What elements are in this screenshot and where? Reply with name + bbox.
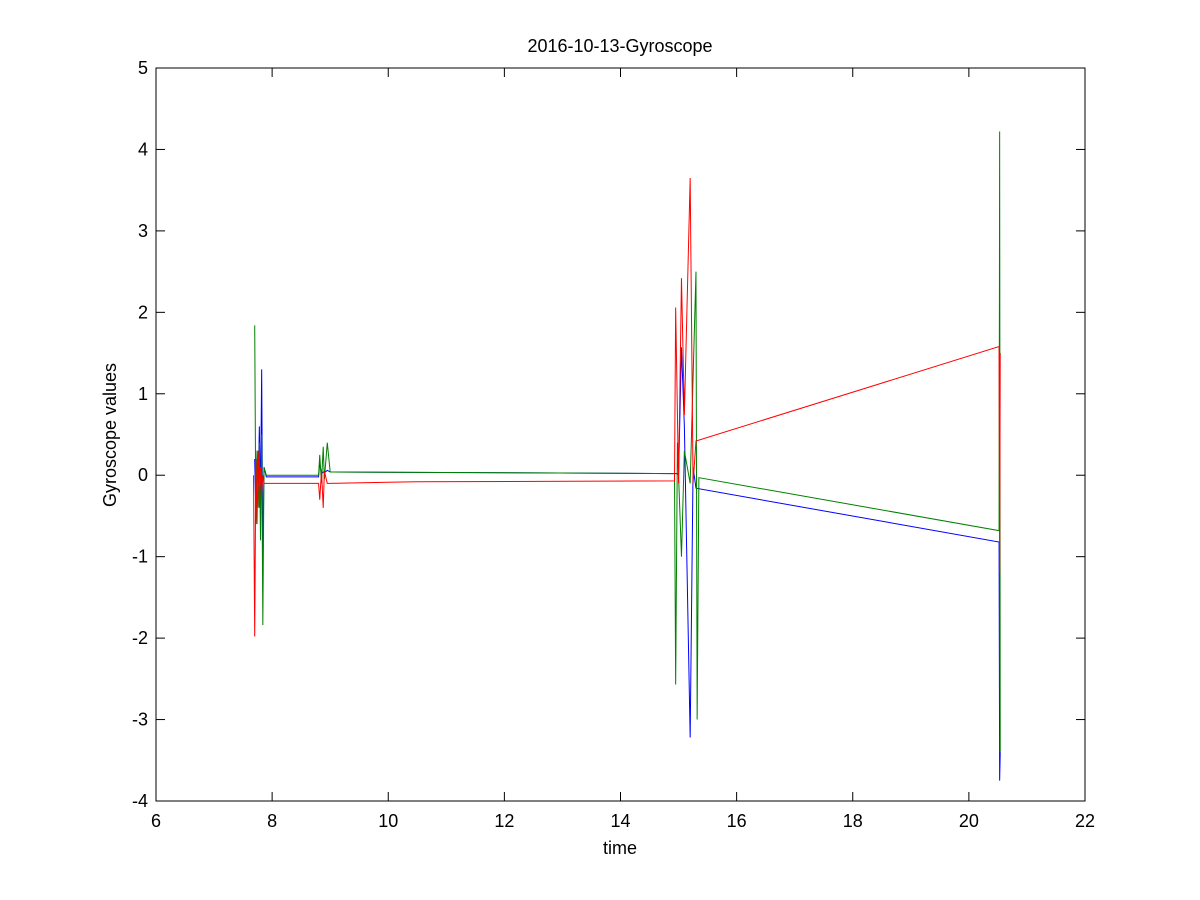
x-tick-label: 18 <box>843 811 863 831</box>
y-tick-label: 2 <box>138 302 148 322</box>
y-tick-label: 5 <box>138 58 148 78</box>
x-axis-label: time <box>603 838 637 858</box>
x-tick-label: 14 <box>610 811 630 831</box>
y-tick-label: -3 <box>132 710 148 730</box>
x-tick-label: 6 <box>151 811 161 831</box>
y-tick-label: 3 <box>138 221 148 241</box>
series-layer <box>253 131 1001 781</box>
y-tick-label: -4 <box>132 791 148 811</box>
x-tick-label: 22 <box>1075 811 1095 831</box>
y-tick-label: -1 <box>132 547 148 567</box>
series-line-3 <box>253 177 1001 637</box>
x-tick-label: 20 <box>959 811 979 831</box>
chart-title: 2016-10-13-Gyroscope <box>527 36 712 56</box>
series-line-2 <box>254 131 1001 753</box>
x-tick-label: 12 <box>494 811 514 831</box>
y-tick-label: 4 <box>138 139 148 159</box>
x-tick-label: 8 <box>267 811 277 831</box>
x-tick-label: 16 <box>727 811 747 831</box>
y-axis-label: Gyroscope values <box>100 363 120 507</box>
y-tick-label: -2 <box>132 628 148 648</box>
y-tick-label: 0 <box>138 465 148 485</box>
y-tick-label: 1 <box>138 384 148 404</box>
x-tick-label: 10 <box>378 811 398 831</box>
